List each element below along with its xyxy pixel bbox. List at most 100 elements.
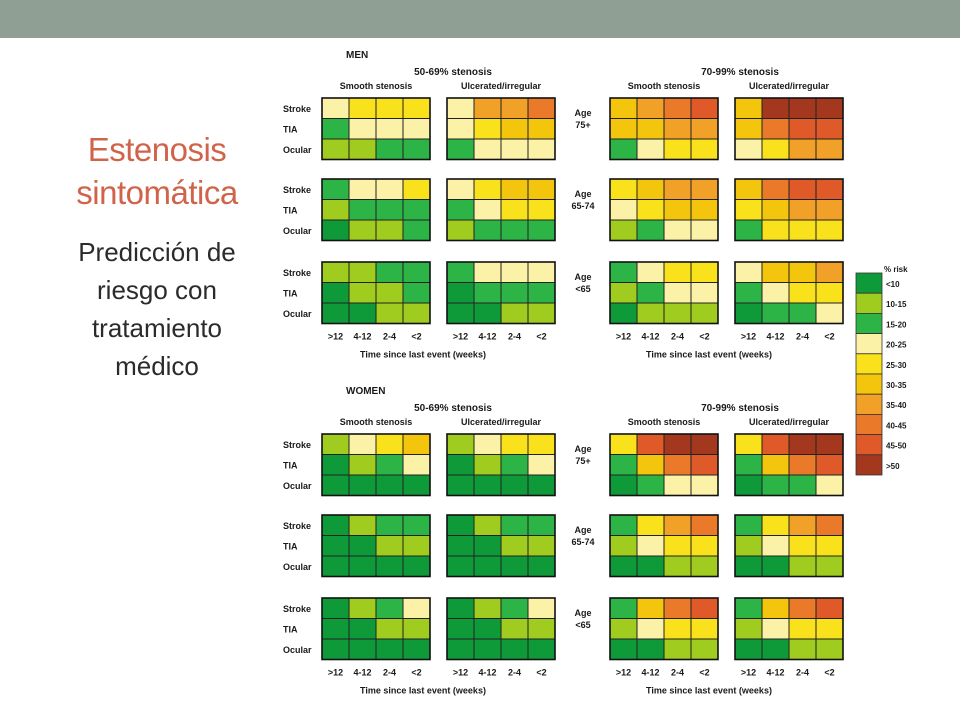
heatmap-cell <box>527 638 556 660</box>
row-label-stroke: Stroke <box>283 604 311 614</box>
heatmap-cell <box>402 261 431 283</box>
x-axis-label: Time since last event (weeks) <box>360 686 486 696</box>
heatmap-grid-border <box>609 261 719 325</box>
heatmap-cell <box>788 618 817 640</box>
heatmap-cell <box>321 219 350 241</box>
legend-label: <10 <box>886 280 900 289</box>
heatmap-cell <box>500 302 529 324</box>
heatmap-cell <box>690 219 719 241</box>
heatmap-cell <box>734 261 763 283</box>
row-label-ocular: Ocular <box>283 562 312 572</box>
heatmap-cell <box>815 199 844 221</box>
heatmap-cell <box>788 597 817 619</box>
heatmap-cell <box>527 138 556 160</box>
row-label-tia: TIA <box>283 206 298 216</box>
heatmap-cell <box>815 118 844 140</box>
heatmap-cell <box>473 261 502 283</box>
heatmap-cell <box>690 514 719 536</box>
x-tick-label: >12 <box>616 332 631 342</box>
heatmap-cell <box>636 638 665 660</box>
panel-label-women: WOMEN <box>346 386 385 397</box>
heatmap-cell <box>761 454 790 476</box>
heatmap-cell <box>527 261 556 283</box>
heatmap-cell <box>321 597 350 619</box>
heatmap-cell <box>761 219 790 241</box>
age-group-label: Age <box>574 108 591 118</box>
row-label-stroke: Stroke <box>283 268 311 278</box>
heatmap-cell <box>761 514 790 536</box>
heatmap-cell <box>734 302 763 324</box>
heatmap-cell <box>690 178 719 200</box>
legend-label: 15-20 <box>886 320 907 329</box>
heatmap-cell <box>348 219 377 241</box>
row-label-ocular: Ocular <box>283 145 312 155</box>
heatmap-cell <box>473 138 502 160</box>
heatmap-cell <box>500 597 529 619</box>
heatmap-cell <box>402 433 431 455</box>
heatmap-cell <box>375 219 404 241</box>
heatmap-cell <box>815 282 844 304</box>
heatmap-cell <box>527 219 556 241</box>
heatmap-cell <box>690 97 719 119</box>
heatmap-cell <box>375 97 404 119</box>
slide-subtitle: Predicción de riesgo con tratamiento méd… <box>78 237 236 381</box>
heatmap-cell <box>321 454 350 476</box>
heatmap-cell <box>734 138 763 160</box>
heatmap-cell <box>500 555 529 577</box>
row-label-stroke: Stroke <box>283 440 311 450</box>
heatmap-cell <box>788 535 817 557</box>
heatmap-cell <box>446 638 475 660</box>
heatmap-cell <box>734 535 763 557</box>
x-tick-label: 4-12 <box>641 332 659 342</box>
heatmap-cell <box>761 282 790 304</box>
heatmap-cell <box>348 454 377 476</box>
legend-swatch <box>855 353 883 375</box>
age-group-value: 75+ <box>575 456 590 466</box>
heatmap-grid-border <box>734 178 844 242</box>
heatmap-cell <box>609 638 638 660</box>
x-tick-label: 4-12 <box>766 668 784 678</box>
heatmap-cell <box>788 199 817 221</box>
heatmap-cell <box>321 638 350 660</box>
heatmap-cell <box>348 261 377 283</box>
heatmap-cell <box>609 514 638 536</box>
heatmap-cell <box>636 261 665 283</box>
heatmap-cell <box>636 178 665 200</box>
heatmap-cell <box>375 138 404 160</box>
heatmap-cell <box>663 597 692 619</box>
heatmap-cell <box>348 618 377 640</box>
heatmap-cell <box>348 638 377 660</box>
heatmap-cell <box>609 219 638 241</box>
legend-swatch <box>855 272 883 294</box>
heatmap-cell <box>321 118 350 140</box>
heatmap-cell <box>636 555 665 577</box>
row-label-tia: TIA <box>283 625 298 635</box>
heatmap-cell <box>500 474 529 496</box>
heatmap-cell <box>402 618 431 640</box>
x-tick-label: >12 <box>616 668 631 678</box>
heatmap-cell <box>402 97 431 119</box>
heatmap-cell <box>815 97 844 119</box>
age-group-value: <65 <box>575 284 590 294</box>
legend-label: 25-30 <box>886 361 907 370</box>
heatmap-grid-border <box>609 597 719 661</box>
heatmap-cell <box>609 97 638 119</box>
heatmap-cell <box>446 302 475 324</box>
age-group-value: 65-74 <box>571 201 594 211</box>
legend-swatch <box>855 393 883 415</box>
stenosis-group-label: 50-69% stenosis <box>414 403 492 414</box>
heatmap-cell <box>690 618 719 640</box>
heatmap-cell <box>815 302 844 324</box>
heatmap-cell <box>473 474 502 496</box>
heatmap-cell <box>734 219 763 241</box>
heatmap-cell <box>609 261 638 283</box>
heatmap-cell <box>734 454 763 476</box>
heatmap-cell <box>815 433 844 455</box>
heatmap-cell <box>375 454 404 476</box>
heatmap-cell <box>815 138 844 160</box>
x-tick-label: <2 <box>411 668 421 678</box>
heatmap-cell <box>473 433 502 455</box>
heatmap-cell <box>375 433 404 455</box>
heatmap-cell <box>500 433 529 455</box>
heatmap-cell <box>500 199 529 221</box>
